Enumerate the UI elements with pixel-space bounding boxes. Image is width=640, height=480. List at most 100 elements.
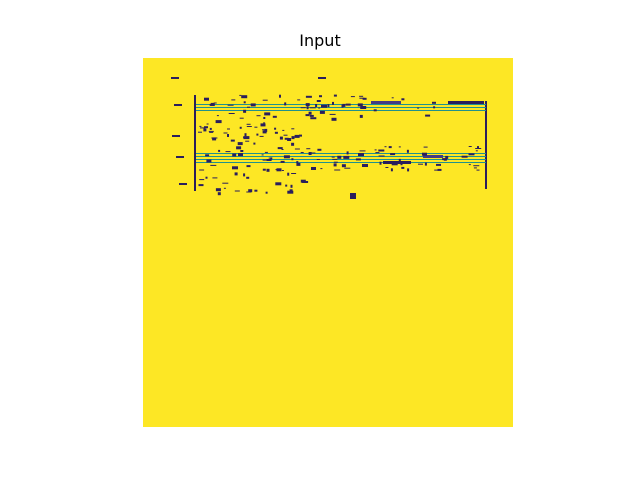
note-mark <box>329 113 336 115</box>
beam <box>448 101 484 104</box>
note-mark <box>316 159 320 160</box>
note-mark <box>424 162 427 166</box>
note-mark <box>217 192 221 196</box>
beam <box>383 161 411 164</box>
note-mark <box>287 138 292 141</box>
note-mark <box>357 103 363 107</box>
note-mark <box>254 189 258 192</box>
note-mark <box>268 157 271 159</box>
note-mark <box>294 148 300 150</box>
note-mark <box>391 163 398 166</box>
note-mark <box>213 102 217 104</box>
note-mark <box>274 127 277 130</box>
note-mark <box>244 133 247 137</box>
note-mark <box>360 106 367 109</box>
note-mark <box>256 115 261 117</box>
note-mark <box>311 167 316 170</box>
note-mark <box>294 134 300 138</box>
note-mark <box>305 114 310 117</box>
beam <box>423 155 443 158</box>
note-mark <box>337 155 342 159</box>
note-mark <box>332 158 338 160</box>
note-mark <box>401 166 405 169</box>
note-mark <box>210 164 217 166</box>
note-mark <box>291 128 295 130</box>
note-mark <box>264 128 268 132</box>
note-mark <box>216 115 219 117</box>
note-mark <box>275 182 282 186</box>
note-mark <box>319 110 325 114</box>
note-mark <box>378 149 385 152</box>
note-mark <box>199 169 205 171</box>
note-mark <box>422 152 427 156</box>
note-mark <box>234 172 238 176</box>
note-mark <box>215 120 222 124</box>
note-mark <box>300 107 306 109</box>
note-mark <box>263 117 266 119</box>
note-mark <box>240 150 244 152</box>
note-mark <box>300 152 304 153</box>
note-mark <box>379 161 382 165</box>
note-mark <box>239 117 244 119</box>
note-mark <box>200 127 205 129</box>
note-mark <box>239 126 242 129</box>
note-mark <box>285 184 288 187</box>
note-mark <box>374 149 377 151</box>
note-mark <box>223 187 226 189</box>
note-mark <box>432 101 436 104</box>
note-mark <box>375 152 380 154</box>
note-mark <box>425 114 431 117</box>
note-mark <box>475 150 478 152</box>
note-mark <box>308 152 312 155</box>
note-mark <box>359 95 364 97</box>
note-mark <box>423 146 428 148</box>
note-mark <box>417 107 420 109</box>
note-mark <box>282 129 285 131</box>
note-mark <box>398 146 401 148</box>
note-mark <box>331 117 337 121</box>
note-mark <box>206 123 209 125</box>
note-mark <box>341 104 344 108</box>
margin-label-mark <box>174 104 182 106</box>
note-mark <box>341 164 346 168</box>
note-mark <box>264 151 268 153</box>
note-mark <box>309 114 314 117</box>
note-mark <box>355 158 361 161</box>
note-mark <box>342 103 346 107</box>
margin-label-mark <box>171 77 179 79</box>
note-mark <box>400 162 403 166</box>
note-mark <box>291 158 294 161</box>
note-mark <box>246 176 250 179</box>
note-mark <box>241 95 248 99</box>
note-mark <box>359 150 366 152</box>
note-mark <box>362 97 367 100</box>
note-mark <box>279 136 283 140</box>
note-mark <box>442 158 448 161</box>
note-mark <box>199 179 205 181</box>
note-mark <box>318 107 321 109</box>
note-mark <box>306 106 309 110</box>
note-mark <box>203 128 207 132</box>
note-mark <box>246 191 252 193</box>
note-mark <box>234 190 240 192</box>
note-mark <box>391 97 394 99</box>
note-mark <box>445 155 449 159</box>
staff-line-top-0 <box>196 104 486 105</box>
note-mark <box>327 104 330 108</box>
note-mark <box>311 152 316 154</box>
note-mark <box>299 134 302 137</box>
note-mark <box>209 127 212 130</box>
note-mark <box>270 157 273 160</box>
note-mark <box>245 140 250 142</box>
margin-label-mark <box>172 135 180 137</box>
note-mark <box>238 153 243 157</box>
note-mark <box>253 142 256 145</box>
note-mark <box>260 123 266 127</box>
note-mark <box>265 191 268 194</box>
note-mark <box>333 94 337 97</box>
note-mark <box>230 139 235 142</box>
note-mark <box>437 168 442 171</box>
note-mark <box>310 117 317 120</box>
note-mark <box>215 188 221 192</box>
note-mark <box>210 102 215 106</box>
